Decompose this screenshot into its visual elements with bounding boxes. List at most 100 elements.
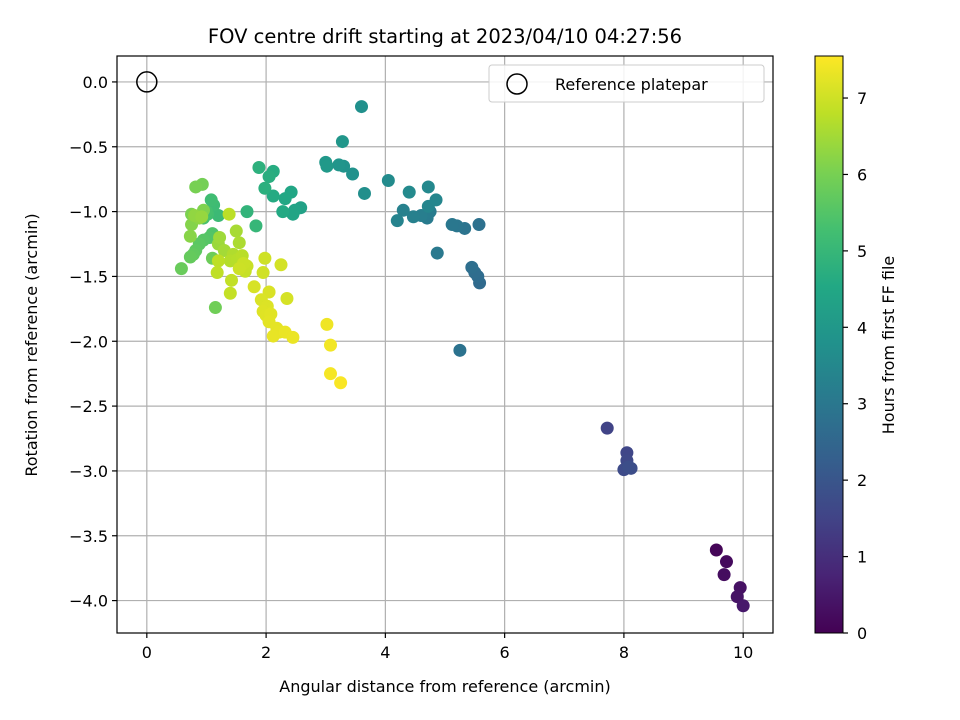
y-tick-label: −2.5 (69, 397, 108, 416)
data-point (357, 186, 371, 200)
y-tick-label: −4.0 (69, 592, 108, 611)
data-point (278, 192, 292, 206)
data-point (211, 208, 225, 222)
x-tick-label: 8 (619, 643, 629, 662)
data-point (204, 193, 218, 207)
data-point (472, 218, 486, 232)
data-point (429, 193, 443, 207)
data-point (465, 260, 479, 274)
x-tick-label: 10 (733, 643, 753, 662)
data-point (320, 159, 334, 173)
legend-box (488, 64, 765, 103)
plot-frame (116, 55, 774, 634)
data-point (249, 219, 263, 233)
data-point (232, 262, 246, 276)
colorbar-tick-label: 5 (857, 242, 867, 261)
data-point (600, 421, 614, 435)
data-point (286, 207, 300, 221)
data-point (323, 338, 337, 352)
chart-title: FOV centre drift starting at 2023/04/10 … (208, 25, 682, 48)
data-point (232, 236, 246, 250)
data-point (258, 251, 272, 265)
colorbar-tick-label: 7 (857, 89, 867, 108)
colorbar-tick-label: 2 (857, 471, 867, 490)
data-point (622, 460, 636, 474)
data-point (286, 330, 300, 344)
colorbar-tick-label: 6 (857, 165, 867, 184)
colorbar (814, 55, 844, 634)
data-points (174, 100, 750, 613)
colorbar-ticks: 0 1 2 3 4 5 6 7 (843, 89, 867, 643)
x-axis-ticks: 0 2 4 6 8 10 (142, 633, 753, 662)
data-point (213, 231, 227, 245)
reference-marker (136, 71, 158, 93)
data-point (183, 229, 197, 243)
y-axis-label: Rotation from reference (arcmin) (22, 213, 41, 476)
data-point (390, 214, 404, 228)
data-point (396, 203, 410, 217)
data-point (355, 100, 369, 114)
data-point (252, 161, 266, 175)
x-tick-label: 0 (142, 643, 152, 662)
data-point (421, 180, 435, 194)
data-point (717, 568, 731, 582)
data-point (736, 599, 750, 613)
data-point (334, 376, 348, 390)
y-axis-ticks: 0.0 −0.5 −1.0 −1.5 −2.0 −2.5 −3.0 −3.5 −4.0 (69, 73, 117, 611)
data-point (332, 158, 346, 172)
data-point (225, 273, 239, 287)
data-point (266, 189, 280, 203)
x-tick-label: 4 (380, 643, 390, 662)
data-point (195, 210, 209, 224)
colorbar-tick-label: 1 (857, 548, 867, 567)
data-point (323, 367, 337, 381)
data-point (402, 185, 416, 199)
data-point (280, 291, 294, 305)
y-tick-label: −1.5 (69, 267, 108, 286)
data-point (183, 250, 197, 264)
y-tick-label: −1.0 (69, 203, 108, 222)
data-point (406, 210, 420, 224)
y-tick-label: −2.0 (69, 332, 108, 351)
legend: Reference platepar (488, 64, 765, 103)
data-point (430, 246, 444, 260)
data-point (223, 286, 237, 300)
y-tick-label: −0.5 (69, 138, 108, 157)
data-point (453, 343, 467, 357)
data-point (208, 301, 222, 315)
colorbar-tick-label: 0 (857, 624, 867, 643)
colorbar-tick-label: 4 (857, 318, 867, 337)
data-point (709, 543, 723, 557)
data-point (174, 262, 188, 276)
x-axis-label: Angular distance from reference (arcmin) (279, 677, 610, 696)
data-point (211, 254, 225, 268)
colorbar-tick-label: 3 (857, 395, 867, 414)
data-point (320, 317, 334, 331)
data-point (346, 167, 360, 181)
data-point (445, 218, 459, 232)
colorbar-label: Hours from first FF file (879, 256, 898, 435)
data-point (276, 205, 290, 219)
data-point (262, 170, 276, 184)
data-point (247, 280, 261, 294)
data-point (229, 224, 243, 238)
x-tick-label: 6 (500, 643, 510, 662)
data-point (189, 180, 203, 194)
x-tick-label: 2 (261, 643, 271, 662)
data-point (240, 205, 254, 219)
y-tick-label: −3.0 (69, 462, 108, 481)
legend-marker-icon (506, 73, 528, 95)
legend-label: Reference platepar (555, 75, 708, 94)
data-point (274, 258, 288, 272)
y-tick-label: −3.5 (69, 527, 108, 546)
data-point (210, 266, 224, 280)
data-point (719, 555, 733, 569)
y-tick-label: 0.0 (83, 73, 108, 92)
data-point (258, 181, 272, 195)
data-point (266, 329, 280, 343)
data-point (335, 135, 349, 149)
data-point (256, 266, 270, 280)
data-point (222, 207, 236, 221)
data-point (381, 173, 395, 187)
